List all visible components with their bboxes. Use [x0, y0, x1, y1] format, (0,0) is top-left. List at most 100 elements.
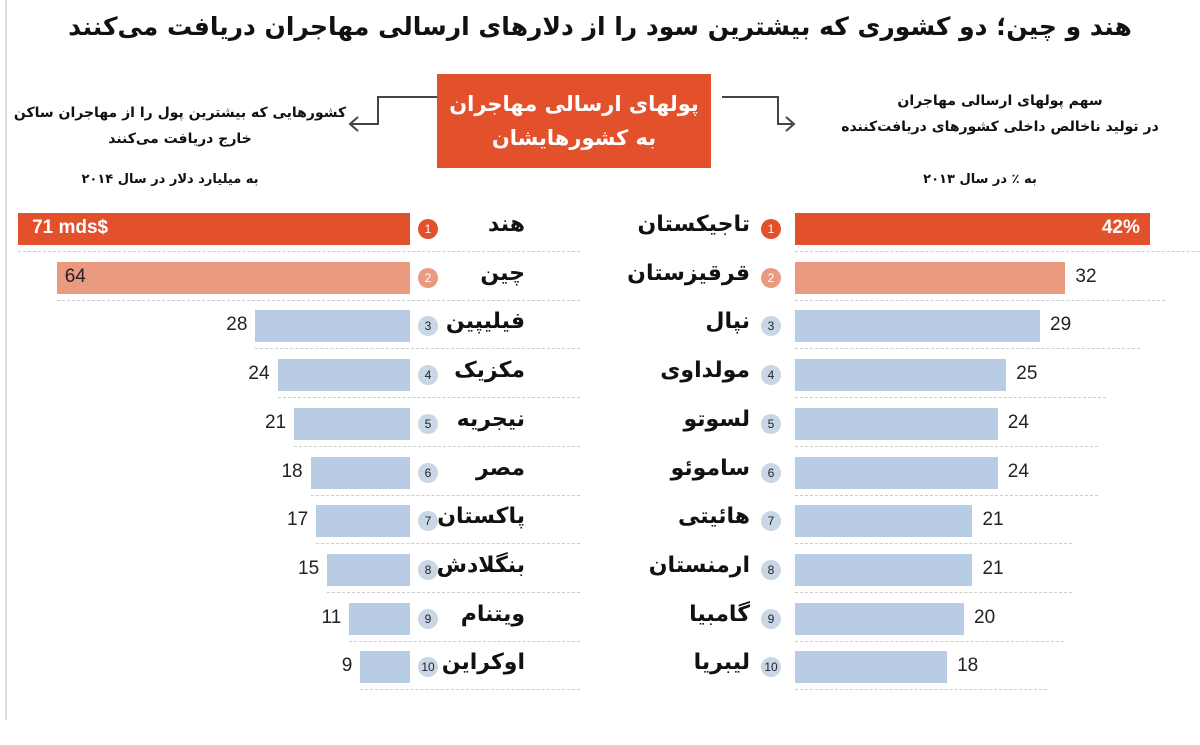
value-label: 29: [1050, 314, 1072, 336]
value-label: 21: [264, 411, 287, 433]
row-divider: [56, 299, 580, 301]
frame-line: [5, 0, 7, 720]
category-label: ساموئو: [670, 455, 750, 481]
rank-badge: 9: [761, 608, 781, 629]
category-label: ویتنام: [460, 601, 525, 627]
row-divider: [795, 591, 1073, 593]
bar: [795, 407, 998, 440]
value-label: 15: [298, 557, 320, 579]
value-label: 21: [982, 509, 1004, 531]
rank-badge: 4: [418, 365, 438, 386]
rank-badge: 2: [761, 267, 781, 288]
left-subtitle: کشورهایی که بیشترین پول را از مهاجران سا…: [10, 100, 350, 152]
right-subtitle-line1: سهم پولهای ارسالی مهاجران: [897, 93, 1103, 109]
value-label: 11: [321, 606, 342, 628]
rank-badge: 4: [761, 365, 781, 386]
bar: [795, 602, 964, 635]
rank-badge: 5: [761, 413, 781, 434]
value-label: 42%: [1101, 217, 1140, 238]
right-unit: به ٪ در سال ۲۰۱۳: [923, 172, 1037, 187]
category-label: نپال: [705, 309, 750, 335]
bar: [795, 651, 948, 684]
rank-badge: 3: [418, 316, 438, 337]
category-label: نیجریه: [456, 406, 525, 432]
category-label: لسوتو: [683, 406, 751, 432]
row-divider: [255, 348, 580, 350]
category-label: تاجیکستان: [637, 212, 750, 237]
bar: [294, 407, 410, 440]
category-label: لیبریا: [693, 650, 750, 676]
bar: [310, 456, 410, 489]
rank-badge: 1: [761, 219, 781, 239]
value-label: 64: [64, 265, 86, 287]
value-label: 17: [287, 509, 309, 531]
row-divider: [795, 397, 1107, 399]
bar: [360, 651, 410, 684]
right-subtitle: سهم پولهای ارسالی مهاجران در تولید ناخال…: [800, 88, 1200, 140]
category-label: چین: [480, 260, 525, 286]
value-label: 25: [1016, 363, 1038, 385]
rank-badge: 10: [418, 657, 438, 678]
category-label: ارمنستان: [648, 552, 750, 578]
rank-badge: 1: [418, 219, 438, 239]
bar: [795, 505, 973, 538]
bar: [277, 359, 410, 392]
bar: [349, 602, 410, 635]
value-label: 18: [957, 655, 979, 677]
row-divider: [795, 494, 1098, 496]
category-label: بنگلادش: [436, 552, 525, 578]
value-label: 24: [248, 363, 270, 385]
center-box-line1: پولهای ارسالی مهاجران: [449, 92, 699, 116]
row-divider: [294, 445, 580, 447]
rank-badge: 8: [418, 559, 438, 580]
value-label: 71 mds$: [32, 217, 109, 238]
bar: [795, 359, 1007, 392]
row-divider: [795, 348, 1141, 350]
bar: [795, 553, 973, 586]
bar: [795, 456, 998, 489]
value-label: 24: [1007, 411, 1029, 433]
row-divider: [349, 640, 580, 642]
bar: [795, 261, 1066, 294]
bar: [18, 213, 410, 245]
bar: [255, 310, 410, 343]
right-arrow: [722, 96, 796, 132]
center-box-line2: به کشورهایشان: [491, 126, 657, 150]
category-label: مولداوی: [660, 358, 750, 384]
row-divider: [795, 640, 1064, 642]
row-divider: [310, 494, 580, 496]
right-subtitle-line2: در تولید ناخالص داخلی کشورهای دریافت‌کنن…: [841, 119, 1159, 135]
rank-badge: 9: [418, 608, 438, 629]
value-label: 18: [281, 460, 303, 482]
left-unit: به میلیارد دلار در سال ۲۰۱۴: [81, 172, 259, 187]
category-label: پاکستان: [437, 504, 525, 530]
category-label: هائیتی: [678, 504, 750, 530]
bar: [327, 553, 410, 586]
rank-badge: 7: [418, 511, 438, 532]
value-label: 9: [341, 655, 353, 677]
left-subtitle-line2: خارج دریافت می‌کنند: [108, 131, 252, 147]
row-divider: [795, 543, 1073, 545]
row-divider: [795, 251, 1200, 252]
left-subtitle-line1: کشورهایی که بیشترین پول را از مهاجران سا…: [13, 105, 347, 121]
value-label: 28: [226, 314, 248, 336]
center-box: پولهای ارسالی مهاجران به کشورهایشان: [437, 74, 711, 168]
rank-badge: 6: [418, 462, 438, 483]
row-divider: [18, 251, 580, 252]
category-label: اوکراین: [441, 650, 525, 676]
bar: [56, 261, 410, 294]
left-arrow: [348, 96, 437, 132]
category-label: گامبیا: [689, 601, 750, 627]
row-divider: [795, 299, 1166, 301]
rank-badge: 2: [418, 267, 438, 288]
category-label: قرقیزستان: [627, 260, 750, 286]
chart-title: هند و چین؛ دو کشوری که بیشترین سود را از…: [68, 12, 1132, 41]
rank-badge: 6: [761, 462, 781, 483]
row-divider: [795, 689, 1048, 691]
row-divider: [327, 591, 580, 593]
value-label: 24: [1007, 460, 1029, 482]
rank-badge: 10: [761, 657, 781, 678]
bar: [795, 310, 1041, 343]
row-divider: [316, 543, 580, 545]
